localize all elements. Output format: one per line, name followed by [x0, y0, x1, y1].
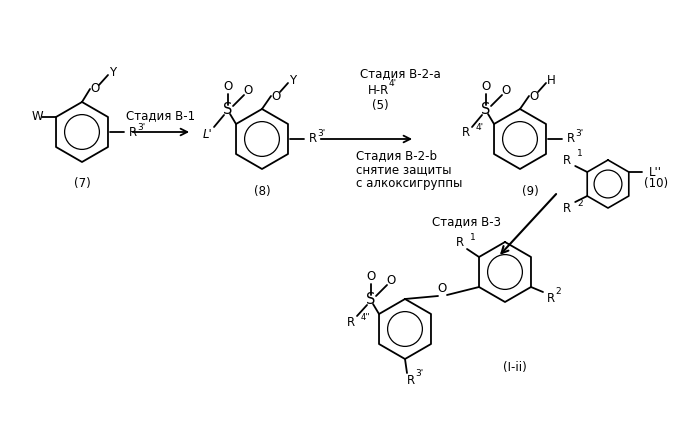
Text: R: R — [563, 153, 571, 166]
Text: O: O — [482, 80, 491, 93]
Text: снятие защиты: снятие защиты — [356, 163, 452, 177]
Text: O: O — [90, 83, 99, 95]
Text: 3': 3' — [317, 130, 326, 139]
Text: O: O — [501, 85, 510, 98]
Text: 4'': 4'' — [361, 312, 371, 321]
Text: Стадия В-2-а: Стадия В-2-а — [360, 67, 441, 80]
Text: 1: 1 — [470, 232, 476, 241]
Text: O: O — [438, 283, 447, 295]
Text: (9): (9) — [522, 184, 538, 197]
Text: O: O — [366, 270, 376, 283]
Text: (7): (7) — [74, 178, 90, 191]
Text: S: S — [366, 292, 376, 308]
Text: Стадия В-1: Стадия В-1 — [127, 109, 195, 123]
Text: S: S — [482, 102, 491, 118]
Text: R: R — [309, 133, 317, 146]
Text: Y: Y — [289, 74, 297, 88]
Text: 4': 4' — [389, 79, 397, 89]
Text: L'': L'' — [649, 165, 661, 178]
Text: (I-ii): (I-ii) — [503, 360, 527, 374]
Text: W: W — [32, 111, 43, 124]
Text: 1: 1 — [578, 149, 583, 159]
Text: R: R — [563, 203, 571, 216]
Text: O: O — [244, 85, 253, 98]
Text: O: O — [386, 274, 395, 288]
Text: R: R — [347, 315, 355, 328]
Text: R: R — [462, 127, 470, 140]
Text: R: R — [567, 133, 575, 146]
Text: Стадия В-3: Стадия В-3 — [432, 216, 501, 229]
Text: O: O — [272, 89, 281, 102]
Text: L': L' — [202, 127, 212, 140]
Text: 3': 3' — [575, 130, 583, 139]
Text: 3': 3' — [415, 369, 424, 378]
Text: (8): (8) — [253, 184, 270, 197]
Text: O: O — [529, 89, 538, 102]
Text: R: R — [407, 374, 415, 387]
Text: R: R — [547, 292, 555, 305]
Text: S: S — [223, 102, 232, 118]
Text: R: R — [129, 126, 137, 139]
Text: с алкоксигруппы: с алкоксигруппы — [356, 177, 463, 190]
Text: H: H — [547, 74, 555, 88]
Text: R: R — [456, 236, 464, 250]
Text: H-R: H-R — [368, 85, 389, 98]
Text: Стадия В-2-b: Стадия В-2-b — [356, 149, 437, 162]
Text: (10): (10) — [644, 178, 668, 191]
Text: O: O — [223, 80, 232, 93]
Text: 2: 2 — [555, 288, 561, 296]
Text: 4': 4' — [476, 124, 484, 133]
Text: (5): (5) — [372, 99, 389, 112]
Text: 2: 2 — [578, 198, 583, 207]
Text: Y: Y — [109, 67, 117, 79]
Text: 3': 3' — [137, 123, 145, 131]
